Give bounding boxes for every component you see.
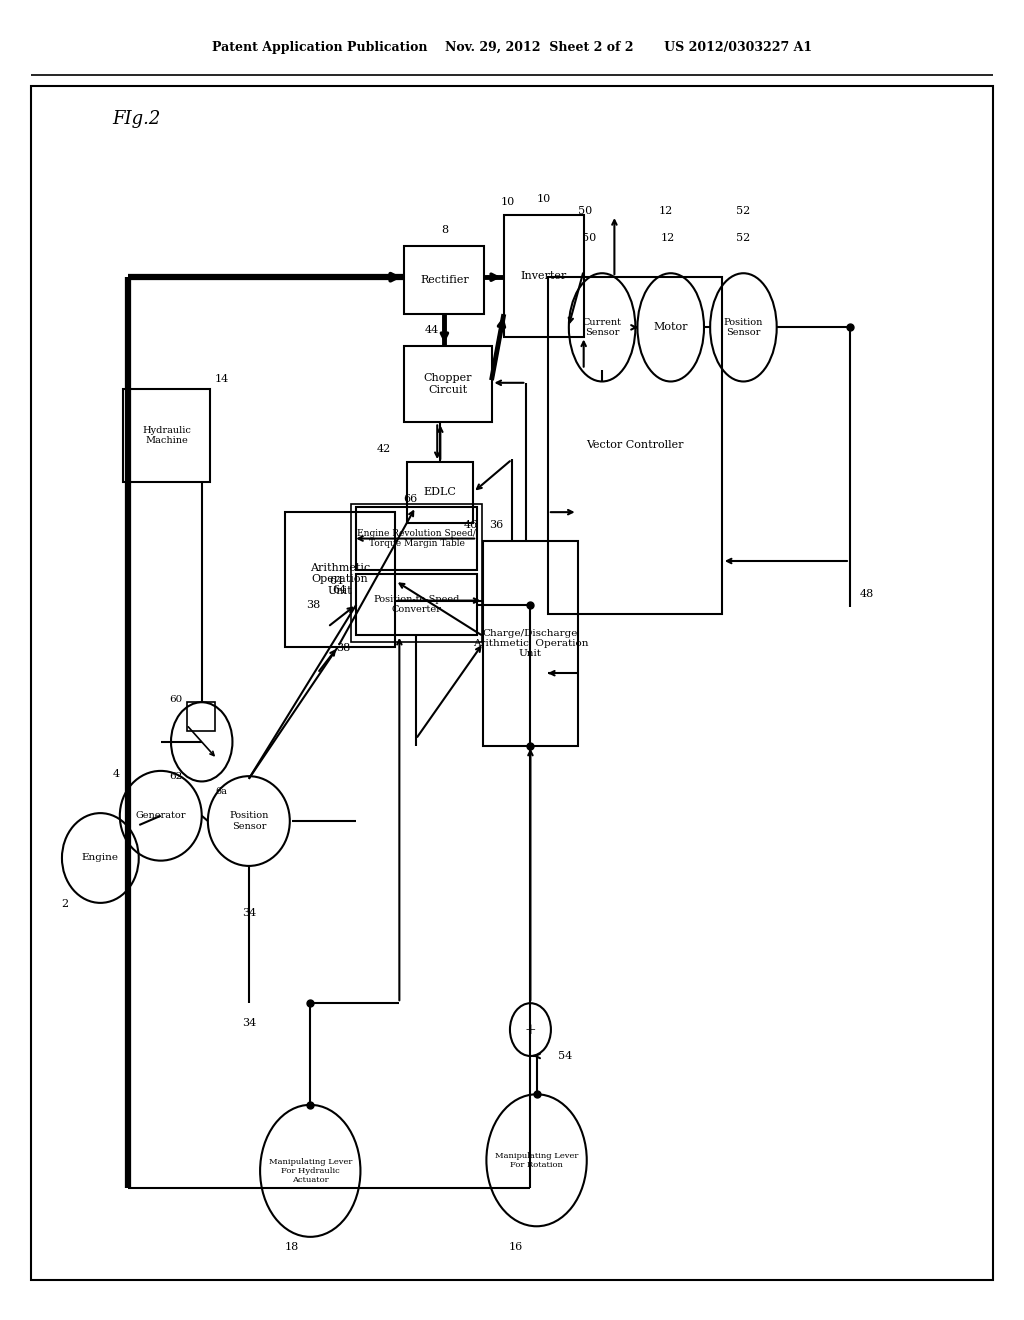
Text: Patent Application Publication    Nov. 29, 2012  Sheet 2 of 2       US 2012/0303: Patent Application Publication Nov. 29, …: [212, 41, 812, 54]
Text: Position
Sensor: Position Sensor: [229, 812, 268, 830]
Text: 64: 64: [332, 585, 346, 595]
Text: 4: 4: [113, 768, 120, 779]
Text: 14: 14: [215, 374, 229, 384]
Text: 50: 50: [578, 206, 592, 216]
Bar: [356, 507, 477, 570]
Text: 62: 62: [169, 772, 182, 780]
Text: Current
Sensor: Current Sensor: [583, 318, 622, 337]
Text: 60: 60: [169, 696, 182, 704]
Text: +: +: [524, 1023, 537, 1036]
Text: 10: 10: [501, 197, 515, 207]
Text: 34: 34: [242, 908, 256, 919]
Text: 34: 34: [242, 1018, 256, 1028]
Text: 16: 16: [509, 1242, 523, 1253]
Bar: [504, 215, 584, 337]
Text: Manipulating Lever
For Hydraulic
Actuator: Manipulating Lever For Hydraulic Actuato…: [268, 1158, 352, 1184]
Text: 10: 10: [537, 194, 551, 205]
Bar: [187, 702, 215, 731]
Bar: [407, 462, 473, 523]
Text: Manipulating Lever
For Rotation: Manipulating Lever For Rotation: [495, 1151, 579, 1170]
Text: 50: 50: [582, 232, 596, 243]
Bar: [351, 504, 482, 642]
Text: Position-to-Speed
Converter: Position-to-Speed Converter: [374, 595, 460, 614]
Text: Rectifier: Rectifier: [420, 275, 469, 285]
Bar: [404, 246, 484, 314]
Text: 38: 38: [306, 599, 321, 610]
Text: 64: 64: [329, 576, 343, 586]
Bar: [548, 277, 722, 614]
Text: 66: 66: [403, 494, 418, 504]
Text: 46: 46: [464, 520, 478, 531]
Text: 44: 44: [425, 325, 439, 335]
Text: 52: 52: [736, 206, 751, 216]
Bar: [483, 541, 578, 746]
Bar: [285, 512, 395, 647]
Text: 12: 12: [658, 206, 673, 216]
Text: Inverter: Inverter: [520, 271, 567, 281]
Text: FIg.2: FIg.2: [113, 110, 161, 128]
Text: Hydraulic
Machine: Hydraulic Machine: [142, 426, 190, 445]
Text: 12: 12: [660, 232, 675, 243]
Bar: [123, 389, 210, 482]
Text: 38: 38: [336, 643, 350, 653]
Bar: [404, 346, 492, 422]
Text: 36: 36: [489, 520, 504, 531]
Text: 18: 18: [285, 1242, 299, 1253]
Text: 8: 8: [441, 224, 447, 235]
Text: 6a: 6a: [215, 788, 227, 796]
Text: 52: 52: [736, 232, 751, 243]
Text: 42: 42: [377, 444, 391, 454]
Text: Motor: Motor: [653, 322, 688, 333]
Text: 54: 54: [558, 1051, 572, 1061]
Text: EDLC: EDLC: [423, 487, 457, 498]
Text: Charge/Discharge
Arithmetic  Operation
Unit: Charge/Discharge Arithmetic Operation Un…: [473, 628, 588, 659]
Text: Engine: Engine: [82, 854, 119, 862]
Text: Chopper
Circuit: Chopper Circuit: [424, 374, 472, 395]
Bar: [356, 574, 477, 635]
Text: Arithmetic
Operation
Unit: Arithmetic Operation Unit: [310, 562, 370, 597]
Text: Vector Controller: Vector Controller: [586, 441, 684, 450]
Text: 48: 48: [860, 589, 874, 599]
Text: Engine Revolution Speed/
Torque Margin Table: Engine Revolution Speed/ Torque Margin T…: [357, 529, 476, 548]
Text: Generator: Generator: [135, 812, 186, 820]
Text: Position
Sensor: Position Sensor: [724, 318, 763, 337]
Text: 2: 2: [61, 899, 69, 909]
